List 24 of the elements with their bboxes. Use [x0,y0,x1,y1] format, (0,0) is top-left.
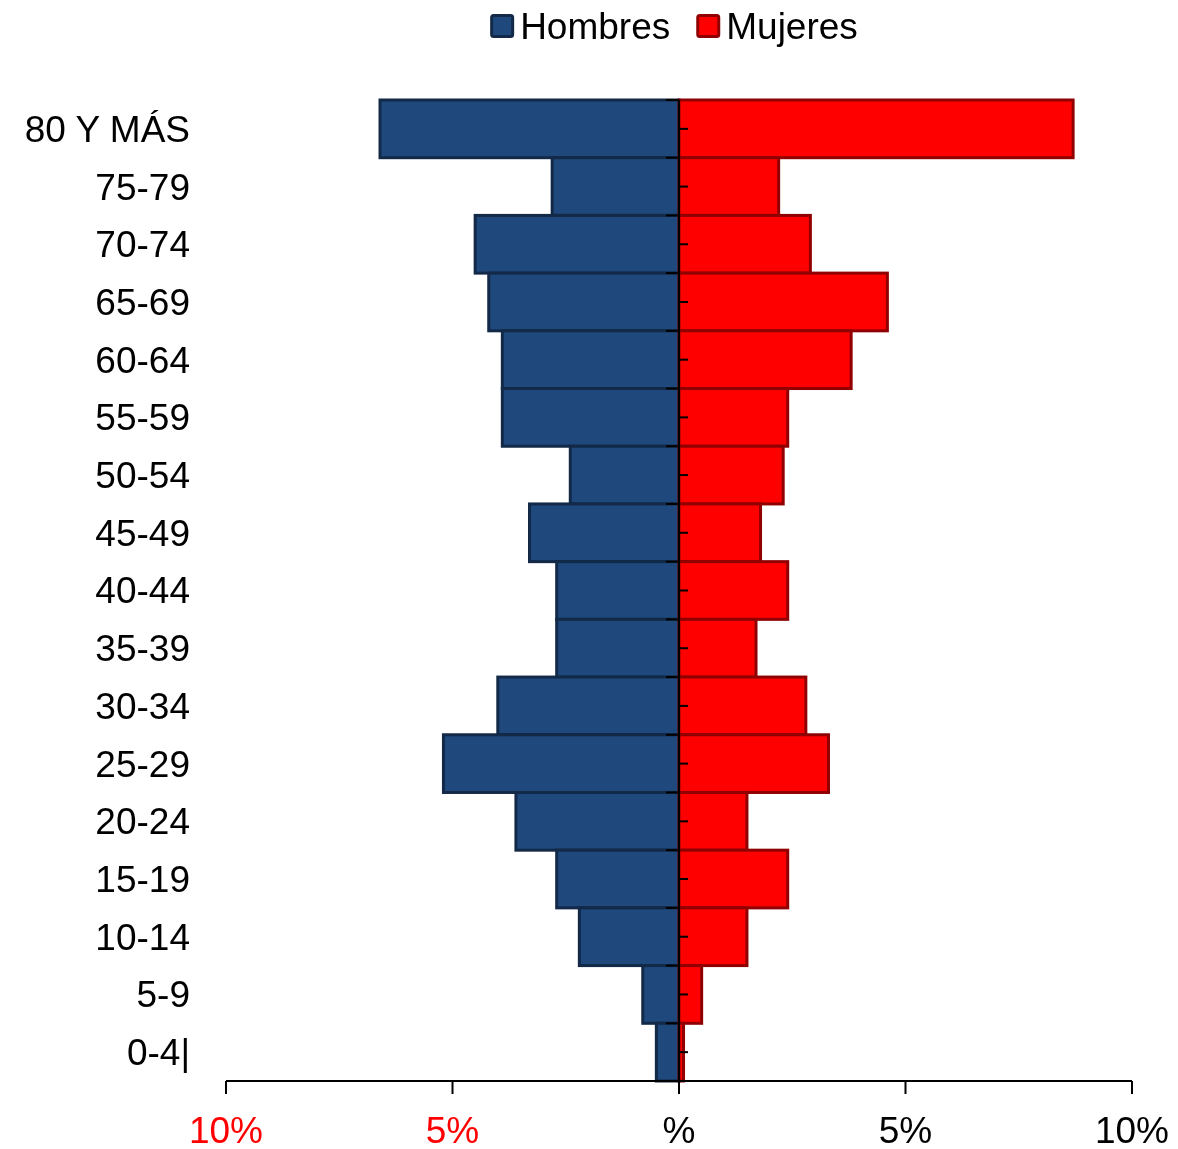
y-tick-label: 50-54 [95,455,190,497]
x-tick-label: % [662,1110,696,1149]
y-tick-label: 55-59 [95,397,190,439]
y-tick-label: 60-64 [95,339,190,381]
y-tick-label: 70-74 [95,224,190,266]
x-tick-label: 10% [188,1110,264,1149]
y-tick-label: 35-39 [95,628,190,670]
y-tick-label: 0-4| [126,1032,190,1074]
y-tick-label: 10-14 [95,916,190,958]
y-tick-label: 15-19 [95,858,190,900]
y-tick-label: 20-24 [95,801,190,843]
y-tick-label: 5-9 [136,974,190,1016]
y-tick-label: 25-29 [95,743,190,785]
y-tick-label: 40-44 [95,570,190,612]
y-tick-label: 80 Y MÁS [24,108,190,150]
x-tick-label: 5% [425,1110,480,1149]
x-tick-label: 10% [1094,1110,1170,1149]
y-tick-label: 30-34 [95,685,190,727]
y-tick-label: 45-49 [95,512,190,554]
legend-label: Mujeres [726,6,858,48]
y-tick-label: 65-69 [95,281,190,323]
y-tick-label: 75-79 [95,166,190,208]
legend-label: Hombres [520,6,671,48]
x-tick-label: 5% [878,1110,933,1149]
